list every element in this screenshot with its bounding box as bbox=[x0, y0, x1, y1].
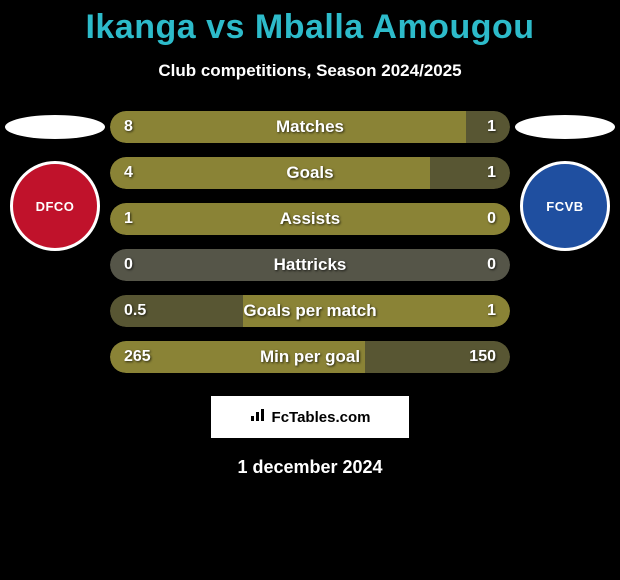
chart-icon bbox=[250, 408, 266, 426]
stat-value-left: 8 bbox=[124, 118, 133, 136]
stat-fill-right bbox=[430, 157, 510, 189]
stat-value-left: 1 bbox=[124, 210, 133, 228]
stat-value-right: 0 bbox=[487, 210, 496, 228]
stat-value-right: 150 bbox=[469, 348, 496, 366]
stat-value-left: 265 bbox=[124, 348, 151, 366]
attribution-badge: FcTables.com bbox=[210, 395, 410, 439]
subtitle: Club competitions, Season 2024/2025 bbox=[0, 61, 620, 81]
club-left-logo: DFCO bbox=[10, 161, 100, 251]
attribution-text: FcTables.com bbox=[272, 409, 371, 426]
stat-label: Min per goal bbox=[260, 347, 360, 367]
stat-value-right: 1 bbox=[487, 164, 496, 182]
stats-list: 8 1 Matches 4 1 Goals 1 0 Assists 0 0 Hattricks 0.5 1… bbox=[110, 111, 510, 373]
stat-row: 1 0 Assists bbox=[110, 203, 510, 235]
stat-row: 4 1 Goals bbox=[110, 157, 510, 189]
club-left-abbr: DFCO bbox=[36, 199, 75, 214]
stat-label: Goals bbox=[286, 163, 333, 183]
stat-value-left: 0 bbox=[124, 256, 133, 274]
stat-value-right: 1 bbox=[487, 118, 496, 136]
player-shadow-right bbox=[515, 115, 615, 139]
stat-label: Matches bbox=[276, 117, 344, 137]
club-left-column: DFCO bbox=[0, 111, 110, 251]
player-left-name: Ikanga bbox=[85, 8, 196, 46]
stat-row: 265 150 Min per goal bbox=[110, 341, 510, 373]
stat-value-right: 1 bbox=[487, 302, 496, 320]
stat-value-left: 0.5 bbox=[124, 302, 146, 320]
club-right-abbr: FCVB bbox=[546, 199, 583, 214]
player-shadow-left bbox=[5, 115, 105, 139]
date-text: 1 december 2024 bbox=[0, 457, 620, 478]
stat-value-left: 4 bbox=[124, 164, 133, 182]
comparison-content: DFCO FCVB 8 1 Matches 4 1 Goals 1 0 Assists 0 0 Hat… bbox=[0, 111, 620, 373]
club-right-column: FCVB bbox=[510, 111, 620, 251]
stat-label: Assists bbox=[280, 209, 340, 229]
vs-separator: vs bbox=[206, 8, 245, 46]
stat-row: 0.5 1 Goals per match bbox=[110, 295, 510, 327]
stat-row: 8 1 Matches bbox=[110, 111, 510, 143]
page-title: Ikanga vs Mballa Amougou bbox=[0, 0, 620, 47]
stat-value-right: 0 bbox=[487, 256, 496, 274]
stat-label: Goals per match bbox=[243, 301, 376, 321]
stat-fill-left bbox=[110, 157, 430, 189]
player-right-name: Mballa Amougou bbox=[255, 8, 535, 46]
stat-row: 0 0 Hattricks bbox=[110, 249, 510, 281]
stat-label: Hattricks bbox=[274, 255, 347, 275]
club-right-logo: FCVB bbox=[520, 161, 610, 251]
